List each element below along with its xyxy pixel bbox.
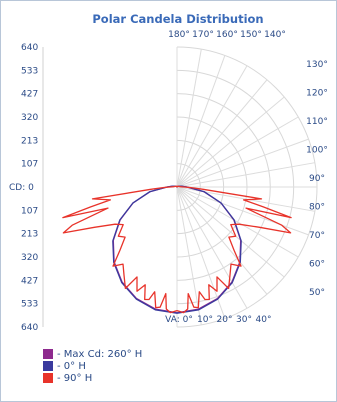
- angle-label: 80°: [309, 203, 325, 213]
- grid-spoke: [176, 186, 268, 295]
- angle-label: 40°: [256, 315, 272, 325]
- angle-label: 150°: [240, 30, 262, 40]
- radial-tick-label: 213: [21, 230, 38, 240]
- angle-label: VA: 0°: [165, 315, 193, 325]
- radial-tick-label: 533: [21, 66, 38, 76]
- angle-label: 160°: [216, 30, 238, 40]
- polar-chart: Polar Candela Distribution 640 533 427 320 2…: [9, 12, 328, 333]
- radial-tick-label: 320: [21, 113, 38, 123]
- legend-swatch: [43, 373, 53, 383]
- angle-label: 180°: [168, 30, 190, 40]
- legend-label: - 90° H: [57, 372, 93, 384]
- legend-label: - 0° H: [57, 360, 86, 372]
- grid-spoke: [176, 138, 309, 188]
- angle-label: 90°: [309, 174, 325, 184]
- radial-tick-label: 320: [21, 253, 38, 263]
- radial-tick-label: 640: [21, 323, 38, 333]
- radial-tick-label: 533: [21, 300, 38, 310]
- axis-labels: 640 533 427 320 213 107 CD: 0 107 213 320 427 533 64…: [9, 30, 328, 333]
- series-curve: [62, 185, 292, 314]
- angle-label: 130°: [306, 60, 328, 70]
- radial-tick-label: 427: [21, 90, 38, 100]
- grid-spoke: [176, 186, 309, 236]
- grid-spoke: [176, 186, 299, 258]
- legend-item: - 90° H: [43, 372, 142, 384]
- legend-label: - Max Cd: 260° H: [57, 348, 143, 360]
- radial-tick-label: 107: [21, 206, 38, 216]
- grid-spoke: [176, 116, 299, 188]
- angle-label: 70°: [309, 231, 325, 241]
- legend-item: - Max Cd: 260° H: [43, 348, 142, 360]
- angle-label: 30°: [236, 315, 252, 325]
- angle-label: 170°: [192, 30, 214, 40]
- grid-spoke: [176, 162, 315, 188]
- radial-tick-label: 107: [21, 160, 38, 170]
- angle-label: 10°: [197, 315, 213, 325]
- radial-center-label: CD: 0: [9, 183, 34, 193]
- grid-spoke: [176, 55, 226, 188]
- legend-swatch: [43, 361, 53, 371]
- series-layer: [62, 185, 292, 314]
- grid-spoke: [176, 49, 202, 188]
- angle-label: 120°: [306, 89, 328, 99]
- radial-tick-label: 640: [21, 43, 38, 53]
- grid-spoke: [176, 186, 248, 309]
- grid-spoke: [176, 96, 285, 188]
- grid-spoke: [176, 65, 248, 188]
- angle-label: 20°: [217, 315, 233, 325]
- angle-label: 100°: [306, 146, 328, 156]
- radial-tick-label: 427: [21, 276, 38, 286]
- radial-tick-label: 213: [21, 136, 38, 146]
- legend: - Max Cd: 260° H- 0° H- 90° H: [43, 348, 142, 384]
- angle-label: 140°: [264, 30, 286, 40]
- grid-spoke: [176, 186, 202, 325]
- polar-grid: [42, 46, 318, 328]
- angle-label: 60°: [309, 260, 325, 270]
- legend-swatch: [43, 349, 53, 359]
- grid-spoke: [176, 186, 285, 278]
- angle-label: 110°: [306, 117, 328, 127]
- angle-label: 50°: [309, 288, 325, 298]
- grid-spoke: [176, 186, 226, 319]
- chart-title: Polar Candela Distribution: [92, 12, 263, 26]
- legend-item: - 0° H: [43, 360, 142, 372]
- grid-spoke: [176, 79, 268, 188]
